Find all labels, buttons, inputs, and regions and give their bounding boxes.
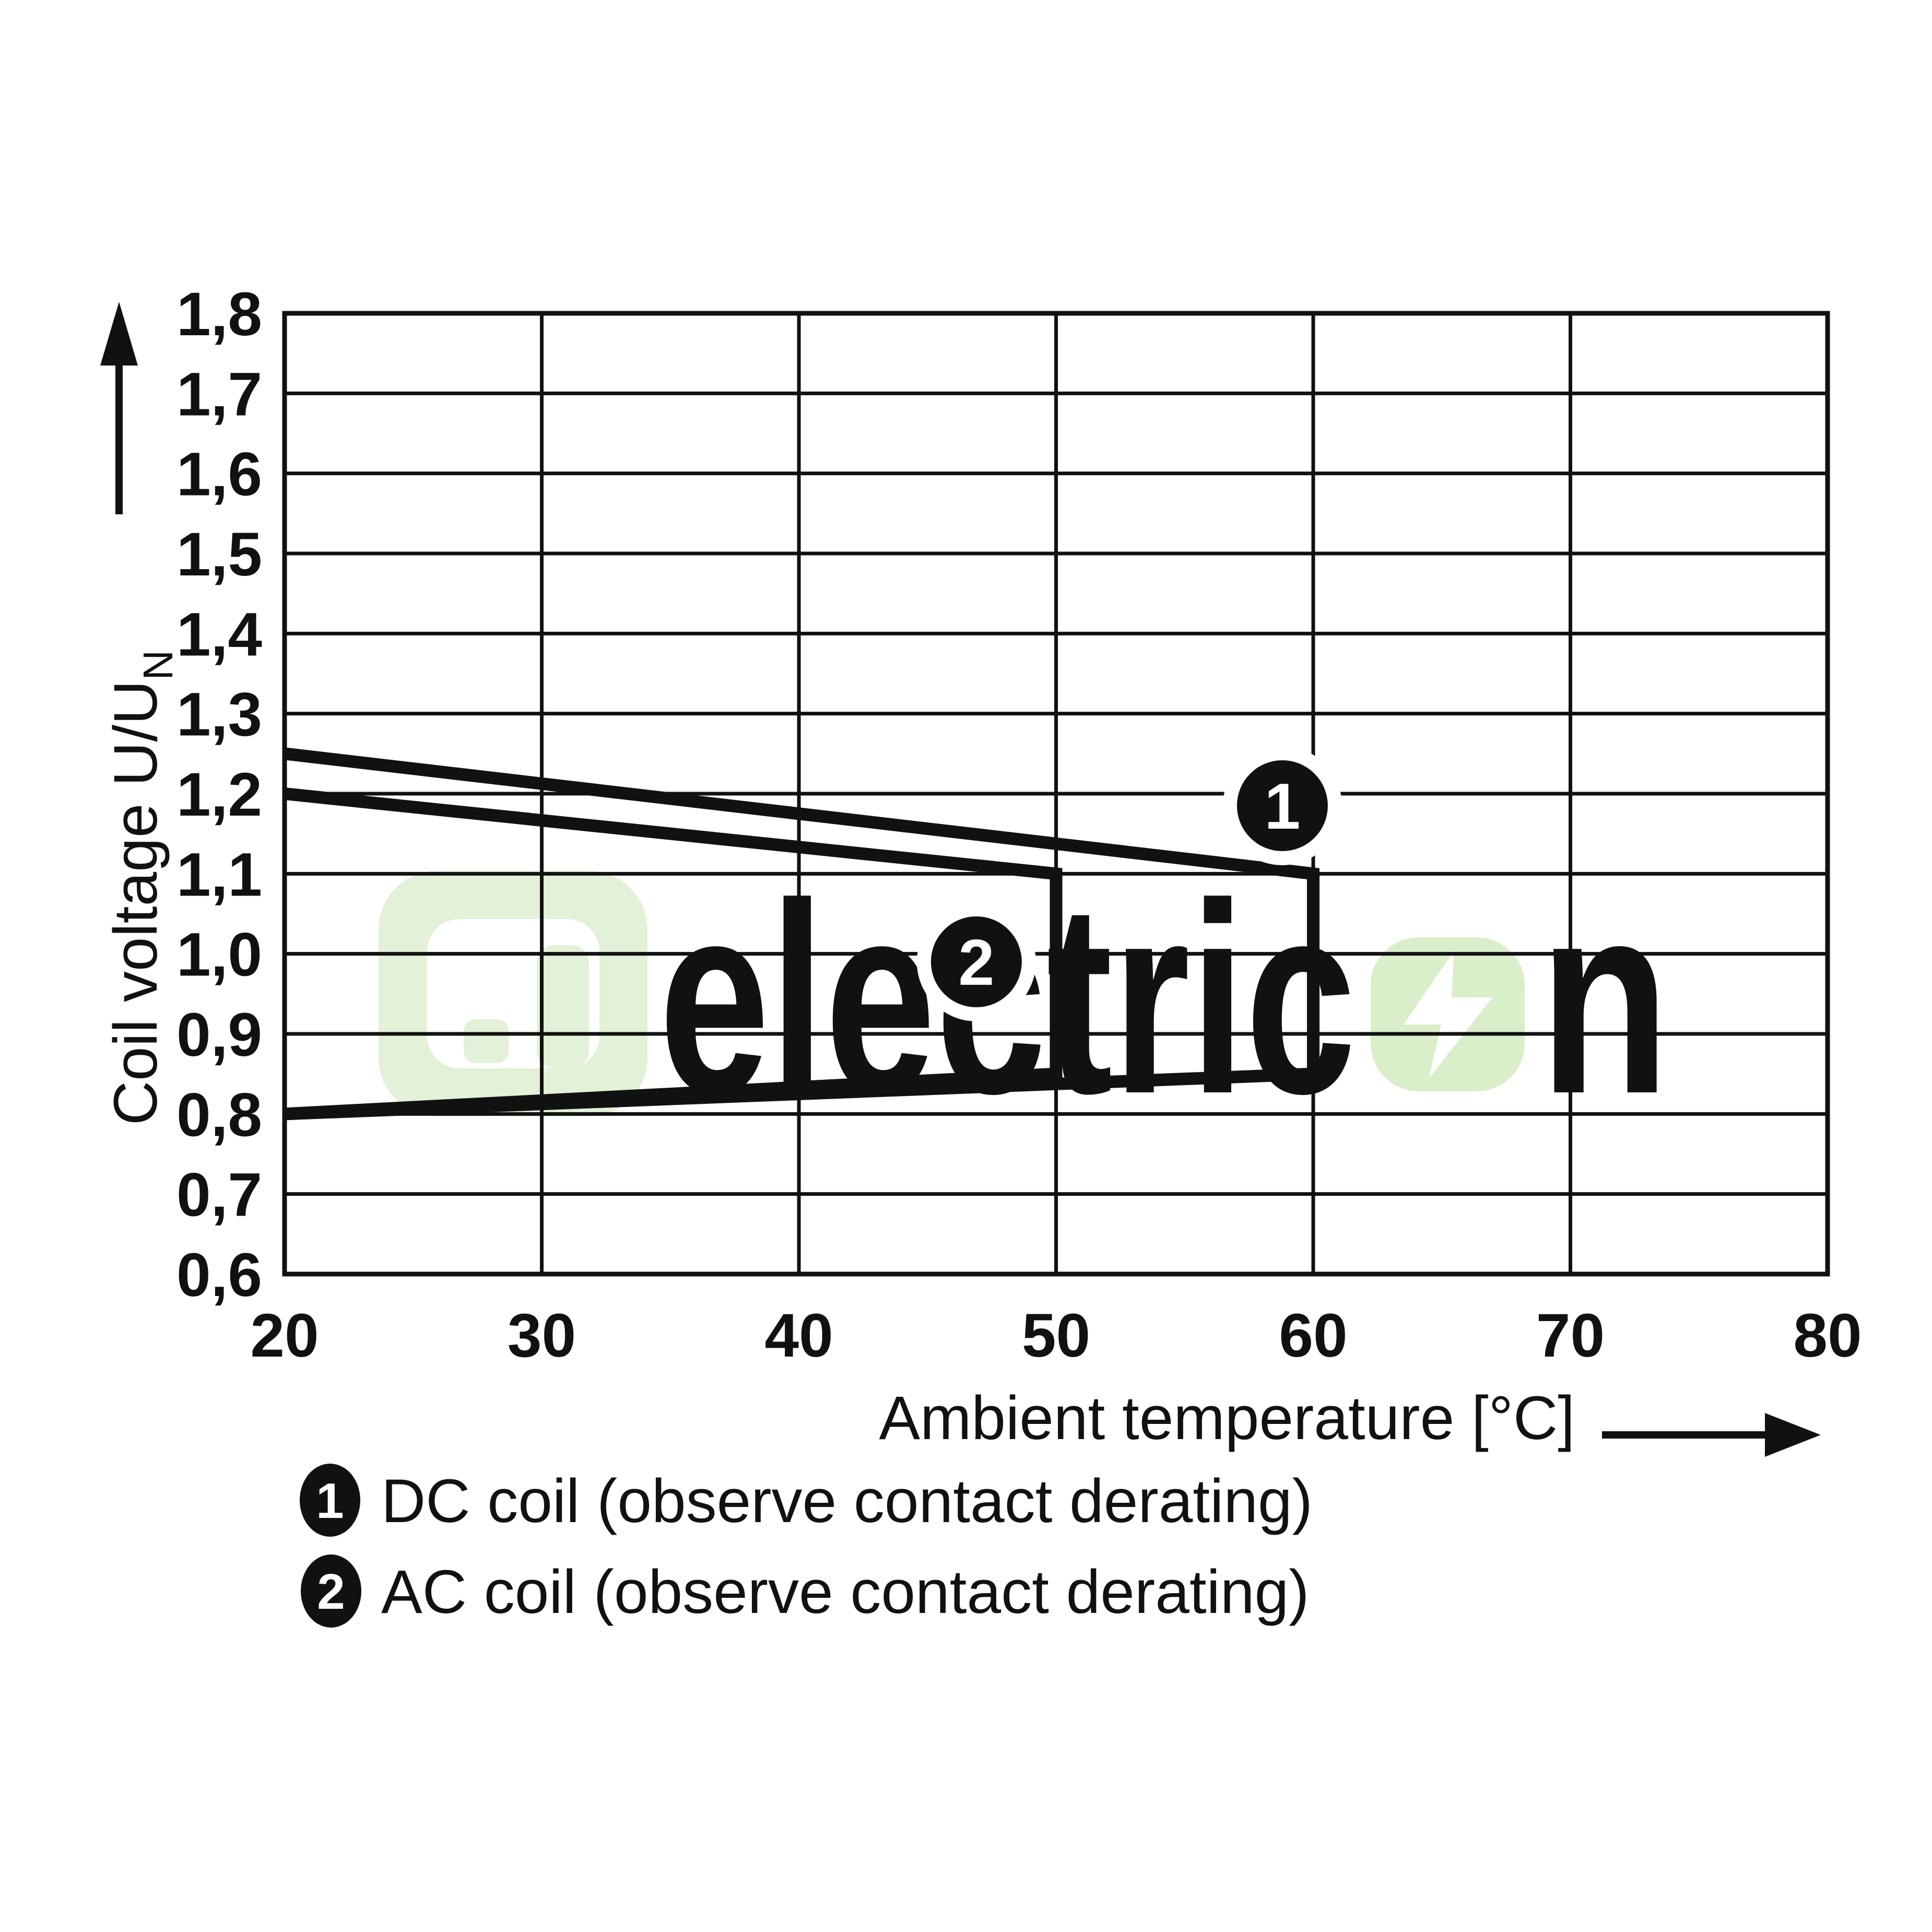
curve-marker-number: 2	[958, 927, 994, 999]
y-tick-label: 1,1	[176, 840, 262, 909]
x-tick-label: 70	[1536, 1301, 1605, 1370]
y-tick-label: 1,3	[176, 680, 262, 749]
y-axis-arrow-icon	[100, 302, 138, 366]
x-axis: Ambient temperature [°C]	[879, 1384, 1821, 1457]
legend-marker-2-number: 2	[317, 1564, 345, 1620]
lightning-bolt-icon	[1371, 937, 1525, 1091]
legend-marker-1-number: 1	[316, 1473, 344, 1529]
watermark-logo-bar	[537, 945, 589, 1068]
y-axis: Coil voltage U/UN	[100, 302, 181, 1125]
y-tick-label: 1,7	[176, 360, 262, 429]
y-axis-title: Coil voltage U/UN	[101, 650, 181, 1125]
x-tick-label: 60	[1279, 1301, 1347, 1370]
y-axis-title-main: Coil voltage U/U	[101, 680, 170, 1126]
y-tick-label: 1,2	[176, 760, 262, 829]
x-tick-label: 40	[764, 1301, 833, 1370]
curve-ac-coil	[284, 787, 1063, 1121]
y-tick-label: 0,7	[176, 1161, 262, 1230]
watermark-logo-icon	[379, 871, 647, 1116]
curve-marker-number: 1	[1264, 771, 1300, 843]
curve-dc-coil	[284, 747, 1320, 1121]
legend-item-dc-coil: 1 DC coil (observe contact derating)	[300, 1464, 1313, 1537]
y-tick-label: 1,5	[176, 520, 262, 589]
y-tick-label: 0,6	[176, 1241, 262, 1310]
x-tick-label: 20	[250, 1301, 319, 1370]
y-tick-label: 0,8	[176, 1080, 262, 1149]
x-tick-label: 80	[1793, 1301, 1862, 1370]
y-tick-label: 1,0	[176, 921, 262, 989]
curve-marker-2	[930, 916, 1022, 1007]
x-axis-title: Ambient temperature [°C]	[879, 1384, 1575, 1453]
legend-marker-2	[301, 1554, 361, 1628]
y-tick-label: 1,4	[176, 600, 262, 669]
y-tick-label: 0,9	[176, 1000, 262, 1069]
lightning-bolt-glyph	[1404, 950, 1492, 1079]
watermark-logo-dot	[464, 1019, 509, 1063]
x-axis-arrow-icon	[1765, 1413, 1821, 1457]
x-tick-label: 30	[508, 1301, 576, 1370]
curve-markers: 12	[916, 746, 1342, 1021]
y-axis-title-subscript: N	[135, 650, 181, 680]
y-tick-label: 1,6	[176, 440, 262, 509]
gridlines	[285, 313, 1828, 1274]
curves	[284, 747, 1320, 1121]
legend-item-ac-coil: 2 AC coil (observe contact derating)	[301, 1554, 1309, 1628]
legend-marker-1	[300, 1464, 360, 1537]
y-tick-labels: 1,8 1,7 1,6 1,5 1,4 1,3 1,2 1,1 1,0 0,9 0,8 0,7 0,6	[176, 280, 262, 1310]
legend-label-dc-coil: DC coil (observe contact derating)	[381, 1467, 1313, 1536]
watermark-text-n: n	[1539, 847, 1670, 1150]
x-tick-labels: 20 30 40 50 60 70 80	[250, 1301, 1862, 1370]
x-tick-label: 50	[1022, 1301, 1090, 1370]
y-tick-label: 1,8	[176, 280, 262, 349]
legend-label-ac-coil: AC coil (observe contact derating)	[381, 1558, 1309, 1627]
curve-marker-1	[1236, 760, 1328, 851]
legend: 1 DC coil (observe contact derating) 2 A…	[300, 1464, 1313, 1628]
